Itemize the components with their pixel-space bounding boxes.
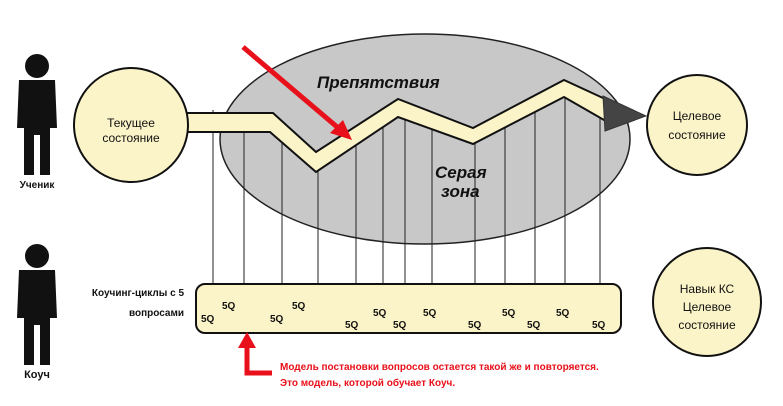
skill-state-line2: Целевое (683, 300, 732, 314)
current-state-line2: состояние (102, 131, 160, 145)
note-line2: Это модель, которой обучает Коуч. (280, 377, 455, 389)
cycle-tag: 5Q (393, 320, 407, 331)
current-state-line1: Текущее (107, 116, 155, 130)
note-line1: Модель постановки вопросов остается тако… (280, 362, 599, 373)
coach-figure-icon (17, 244, 57, 365)
coaching-cycles-line2: вопросами (129, 308, 184, 319)
cycle-tag: 5Q (345, 320, 359, 331)
target-state-line1: Целевое (673, 109, 722, 123)
cycle-tag: 5Q (556, 308, 570, 319)
note-red-arrow (238, 332, 272, 376)
grey-zone-ellipse (219, 33, 631, 245)
cycle-tag: 5Q (527, 320, 541, 331)
student-label: Ученик (20, 180, 56, 191)
cycle-tag: 5Q (222, 301, 236, 312)
student-figure-icon (17, 54, 57, 175)
skill-state-line3: состояние (678, 318, 736, 332)
current-state-circle (73, 67, 189, 183)
cycle-connector-lines (212, 95, 601, 305)
cycle-tag: 5Q (201, 314, 215, 325)
cycle-tag: 5Q (270, 314, 284, 325)
obstacles-label: Препятствия (317, 73, 440, 92)
target-state-line2: состояние (668, 128, 726, 142)
coaching-cycles-line1: Коучинг-циклы с 5 (92, 288, 185, 299)
cycle-tags: 5Q 5Q 5Q 5Q 5Q 5Q 5Q 5Q 5Q 5Q 5Q 5Q 5Q (201, 301, 606, 331)
grey-zone-line2: зона (441, 182, 480, 201)
cycle-tag: 5Q (592, 320, 606, 331)
cycle-tag: 5Q (423, 308, 437, 319)
skill-target-circle (652, 247, 762, 357)
cycle-tag: 5Q (373, 308, 387, 319)
cycle-tag: 5Q (292, 301, 306, 312)
obstacle-red-arrow (241, 45, 352, 140)
coaching-cycles-box (195, 283, 622, 334)
skill-state-line1: Навык КС (680, 282, 735, 296)
target-state-circle (646, 74, 748, 176)
grey-zone-line1: Серая (435, 163, 487, 182)
arrow-head-icon (602, 95, 648, 132)
cycle-tag: 5Q (502, 308, 516, 319)
coach-label: Коуч (24, 369, 50, 381)
cycle-tag: 5Q (468, 320, 482, 331)
